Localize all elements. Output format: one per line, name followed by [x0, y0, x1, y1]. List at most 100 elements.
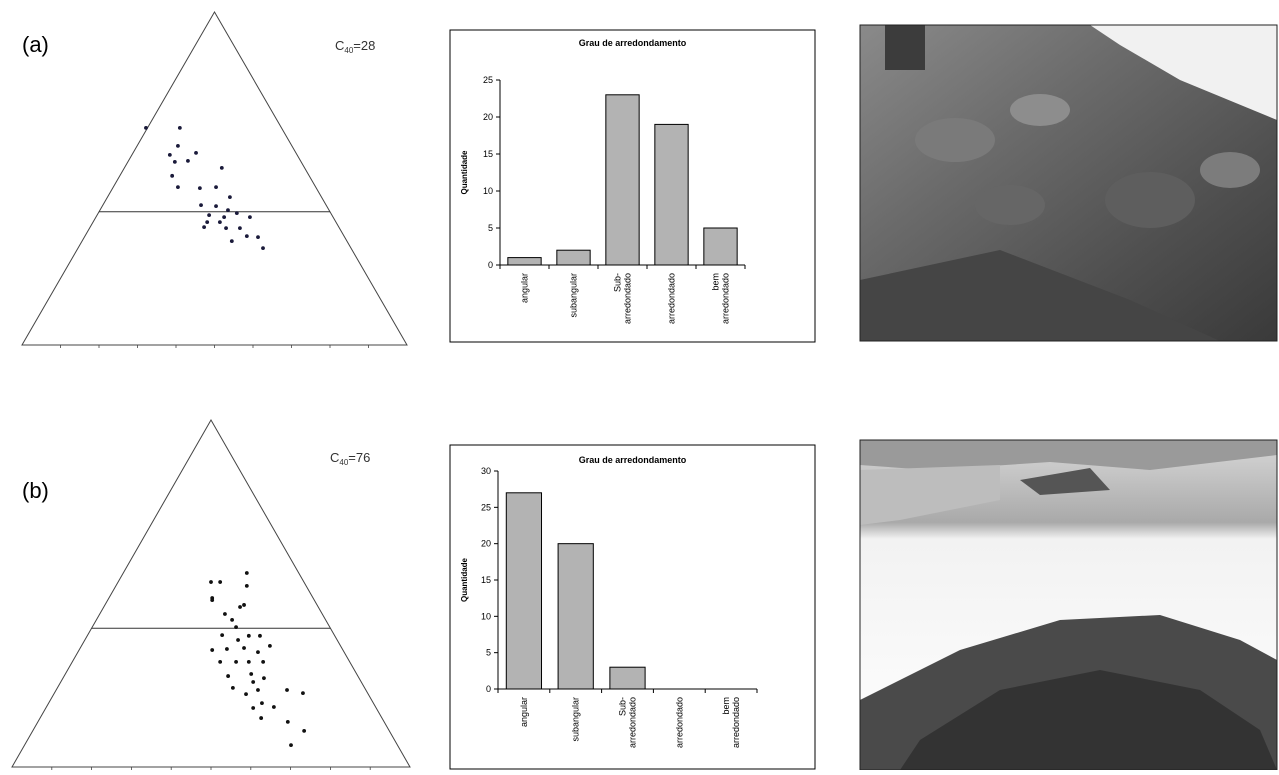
- point: [178, 126, 182, 130]
- point: [214, 204, 218, 208]
- point: [218, 220, 222, 224]
- point: [247, 634, 251, 638]
- point: [259, 716, 263, 720]
- point: [168, 153, 172, 157]
- point: [236, 638, 240, 642]
- point: [244, 692, 248, 696]
- point: [176, 185, 180, 189]
- point: [268, 644, 272, 648]
- panel-label: (a): [22, 32, 49, 57]
- y-tick-label: 25: [483, 75, 493, 85]
- x-tick-label: angular: [520, 273, 530, 303]
- x-tick-label-line: arredondado: [674, 697, 684, 748]
- y-tick-label: 10: [483, 186, 493, 196]
- x-tick-label-line: arredondado: [623, 273, 633, 324]
- point: [199, 203, 203, 207]
- x-tick-label-line: Sub-: [613, 273, 623, 292]
- point: [285, 688, 289, 692]
- point: [194, 151, 198, 155]
- point: [301, 691, 305, 695]
- point: [210, 648, 214, 652]
- annotation: C40=28: [335, 38, 375, 55]
- point: [202, 225, 206, 229]
- point: [234, 660, 238, 664]
- point: [231, 686, 235, 690]
- y-tick-label: 20: [481, 539, 491, 549]
- point: [144, 126, 148, 130]
- point: [186, 159, 190, 163]
- point: [230, 239, 234, 243]
- point: [242, 646, 246, 650]
- chart-title: Grau de arredondamento: [579, 38, 687, 48]
- y-tick-label: 0: [486, 684, 491, 694]
- annotation: C40=76: [330, 450, 370, 467]
- point: [223, 612, 227, 616]
- bar: [506, 493, 541, 689]
- x-tick-label-line: angular: [520, 273, 530, 303]
- x-tick-label: subangular: [571, 697, 581, 742]
- x-tick-label-line: angular: [519, 697, 529, 727]
- point: [261, 660, 265, 664]
- point: [235, 211, 239, 215]
- ternary-triangle: [22, 12, 407, 345]
- point: [230, 618, 234, 622]
- point: [226, 674, 230, 678]
- point: [210, 598, 214, 602]
- x-tick-label-line: subangular: [569, 273, 579, 318]
- y-axis-label: Quantidade: [460, 150, 469, 195]
- point: [220, 633, 224, 637]
- bar: [558, 544, 593, 689]
- point: [226, 208, 230, 212]
- point: [249, 672, 253, 676]
- bar: [655, 124, 688, 265]
- x-tick-label-line: arredondado: [731, 697, 741, 748]
- panel-label: (b): [22, 478, 49, 503]
- photo: [860, 440, 1277, 770]
- photo: [860, 25, 1277, 341]
- annotation-text: =76: [348, 450, 370, 465]
- point: [228, 195, 232, 199]
- x-tick-label-line: arredondado: [667, 273, 677, 324]
- point: [302, 729, 306, 733]
- bar: [606, 95, 639, 265]
- chart-title: Grau de arredondamento: [579, 455, 687, 465]
- point: [245, 234, 249, 238]
- point: [256, 688, 260, 692]
- point: [218, 580, 222, 584]
- point: [234, 625, 238, 629]
- bar: [557, 250, 590, 265]
- point: [198, 186, 202, 190]
- y-tick-label: 30: [481, 466, 491, 476]
- point: [242, 603, 246, 607]
- point: [170, 174, 174, 178]
- x-tick-label-line: bem: [721, 697, 731, 715]
- x-tick-label-line: arredondado: [721, 273, 731, 324]
- point: [261, 246, 265, 250]
- point: [245, 584, 249, 588]
- y-tick-label: 10: [481, 611, 491, 621]
- point: [176, 144, 180, 148]
- point: [247, 660, 251, 664]
- bar: [704, 228, 737, 265]
- y-tick-label: 25: [481, 502, 491, 512]
- point: [256, 650, 260, 654]
- annotation-text: =28: [353, 38, 375, 53]
- x-tick-label: arredondado: [667, 273, 677, 324]
- point: [286, 720, 290, 724]
- x-tick-label: subangular: [569, 273, 579, 318]
- point: [238, 605, 242, 609]
- x-tick-label-line: bem: [711, 273, 721, 291]
- ternary-triangle: [12, 420, 410, 767]
- point: [209, 580, 213, 584]
- point: [251, 706, 255, 710]
- x-tick-label-line: arredondado: [628, 697, 638, 748]
- y-tick-label: 15: [481, 575, 491, 585]
- y-tick-label: 0: [488, 260, 493, 270]
- annotation-symbol: C: [335, 38, 344, 53]
- y-tick-label: 5: [488, 223, 493, 233]
- point: [205, 220, 209, 224]
- point: [260, 701, 264, 705]
- x-tick-label: arredondado: [674, 697, 684, 748]
- point: [289, 743, 293, 747]
- point: [225, 647, 229, 651]
